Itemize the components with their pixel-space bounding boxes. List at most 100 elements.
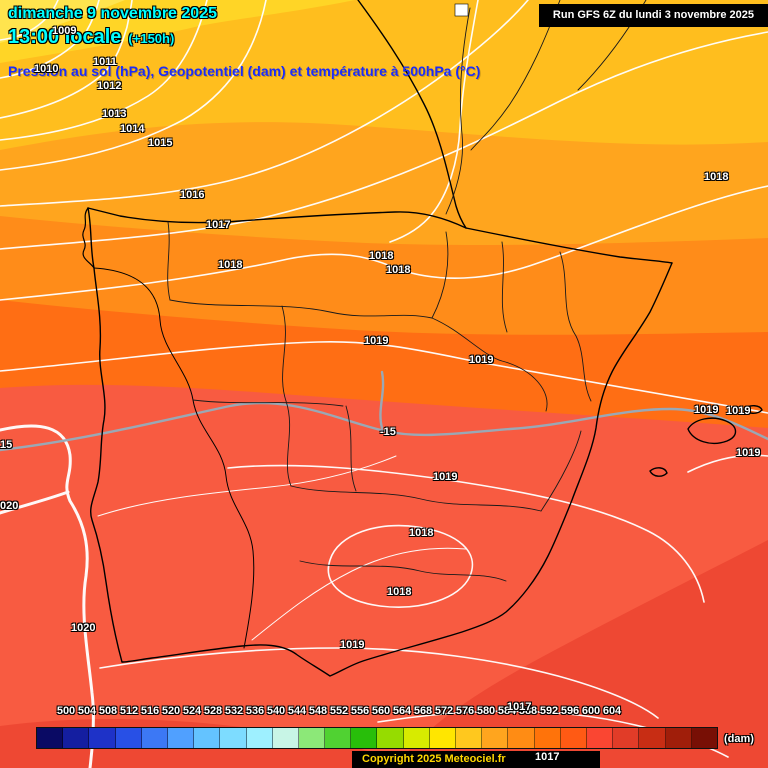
scale-color-cell <box>482 728 509 748</box>
internal-borders <box>167 0 647 582</box>
scale-color-cell <box>691 728 717 748</box>
scale-tick-label: 592 <box>539 705 559 717</box>
scale-color-cell <box>534 728 561 748</box>
isobar-line <box>389 0 479 243</box>
isobar-line <box>0 185 768 301</box>
scale-color-cell <box>37 728 64 748</box>
scale-tick-label: 516 <box>140 705 160 717</box>
island-menorca <box>743 405 763 414</box>
river-line <box>97 455 397 517</box>
pyrenees-border <box>465 227 673 264</box>
region-border <box>169 299 433 319</box>
scale-tick-label: 564 <box>392 705 412 717</box>
isobar-line <box>0 31 768 250</box>
scale-color-cell <box>560 728 587 748</box>
geopotential-color-scale <box>36 727 718 749</box>
region-border <box>345 405 357 492</box>
scale-tick-labels: 500 504 508 512 516 520 524 528 532 536 540 544 548 5… <box>0 706 768 720</box>
scale-color-cell <box>613 728 640 748</box>
coastline-portugal-west <box>87 207 123 663</box>
scale-color-cell <box>665 728 692 748</box>
scale-tick-label: 540 <box>266 705 286 717</box>
scale-tick-label: 500 <box>56 705 76 717</box>
scale-tick-label: 548 <box>308 705 328 717</box>
region-border <box>167 221 171 301</box>
scale-tick-label: 504 <box>77 705 97 717</box>
scale-tick-label: 596 <box>560 705 580 717</box>
river-line <box>251 547 467 641</box>
isobar-line <box>0 0 267 171</box>
scale-color-cell <box>508 728 535 748</box>
isobar-line <box>227 464 705 603</box>
scale-color-cell <box>586 728 614 748</box>
forecast-time-row: 13:00 locale (+150h) <box>8 26 480 49</box>
scale-tick-label: 604 <box>602 705 622 717</box>
scale-color-cell <box>246 728 273 748</box>
island-mallorca <box>687 417 737 445</box>
temp-line-branch <box>379 370 385 430</box>
isobar-line-1020-branch <box>0 490 70 515</box>
forecast-time: 13:00 locale <box>8 26 122 48</box>
scale-tick-label: 568 <box>413 705 433 717</box>
scale-tick-label: 556 <box>350 705 370 717</box>
scale-color-cell <box>377 728 404 748</box>
isobar-line <box>99 647 659 719</box>
temp-line-minus15 <box>0 401 768 452</box>
scale-color-cell <box>403 728 430 748</box>
scale-color-cell <box>220 728 247 748</box>
isobar-closed-loop <box>327 524 474 608</box>
isobar-line <box>0 0 208 141</box>
geography-lines <box>82 0 763 677</box>
region-border <box>431 231 449 319</box>
scale-color-cell <box>272 728 299 748</box>
scale-color-cell <box>298 728 326 748</box>
scale-color-cell <box>63 728 90 748</box>
scale-tick-label: 528 <box>203 705 223 717</box>
scale-tick-label: 552 <box>329 705 349 717</box>
scale-tick-label: 512 <box>119 705 139 717</box>
scale-color-cell <box>115 728 142 748</box>
scale-tick-label: 536 <box>245 705 265 717</box>
copyright-bar: Copyright 2025 Meteociel.fr <box>352 751 600 768</box>
band-pale-yellow <box>0 0 125 43</box>
region-border <box>431 317 548 412</box>
isobar-line-1020 <box>0 424 95 768</box>
scale-color-cell <box>351 728 378 748</box>
scale-tick-label: 524 <box>182 705 202 717</box>
region-border <box>501 241 508 333</box>
isobar-line <box>0 0 529 207</box>
coastline-galicia-rias <box>82 207 95 269</box>
scale-color-cell <box>194 728 221 748</box>
scale-unit-label: (dam) <box>724 733 754 745</box>
map-marker-box <box>454 3 469 17</box>
scale-tick-label: 572 <box>434 705 454 717</box>
scale-tick-label: 584 <box>497 705 517 717</box>
scale-color-cell <box>167 728 195 748</box>
scale-tick-label: 580 <box>476 705 496 717</box>
coastline-france <box>357 0 467 229</box>
scale-color-cell <box>141 728 168 748</box>
scale-color-cell <box>639 728 666 748</box>
region-border <box>281 305 292 487</box>
region-border <box>559 251 592 402</box>
region-border <box>299 560 507 582</box>
border-portugal-spain <box>93 267 255 649</box>
region-border <box>540 430 582 512</box>
river-france <box>470 0 561 151</box>
scale-color-cell <box>456 728 483 748</box>
model-run-info: Run GFS 6Z du lundi 3 novembre 2025 <box>538 4 768 27</box>
scale-tick-label: 600 <box>581 705 601 717</box>
coastline-mediterranean <box>121 262 673 677</box>
band-gold <box>0 0 768 150</box>
scale-tick-label: 532 <box>224 705 244 717</box>
isobar-line <box>0 0 133 119</box>
island-ibiza <box>649 467 668 477</box>
river-france <box>445 7 471 215</box>
forecast-offset: (+150h) <box>128 31 175 46</box>
scale-color-cell <box>429 728 456 748</box>
scale-tick-label: 588 <box>518 705 538 717</box>
scale-color-cell <box>325 728 352 748</box>
scale-tick-label: 520 <box>161 705 181 717</box>
